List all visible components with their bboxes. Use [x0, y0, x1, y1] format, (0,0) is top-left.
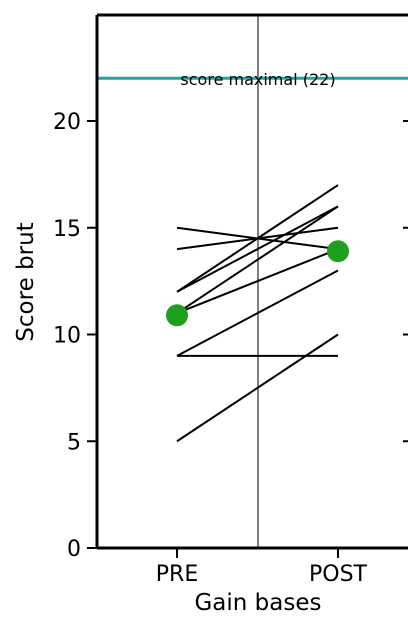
x-tick-label-pre: PRE [156, 562, 198, 587]
x-axis-title: Gain bases [194, 590, 321, 616]
subject-line-5 [176, 205, 339, 314]
reference-line-label: score maximal (22) [180, 70, 335, 89]
subject-line-6 [176, 248, 339, 315]
plot-area [97, 15, 408, 548]
subject-line-3 [176, 205, 339, 293]
y-axis-title: Score brut [13, 222, 39, 341]
axes: 0 5 10 15 20 PRE POST [53, 13, 408, 587]
subject-line-7 [176, 269, 339, 357]
y-tick-label-10: 10 [53, 324, 81, 349]
x-tick-label-post: POST [309, 562, 368, 587]
mean-point-pre [166, 304, 188, 327]
y-tick-label-20: 20 [53, 110, 81, 135]
y-tick-label-15: 15 [53, 217, 81, 242]
subject-line-4 [176, 184, 339, 293]
mean-point-post [327, 240, 349, 263]
subject-line-9 [176, 333, 339, 443]
y-tick-label-5: 5 [67, 430, 81, 455]
y-tick-label-0: 0 [67, 537, 81, 562]
